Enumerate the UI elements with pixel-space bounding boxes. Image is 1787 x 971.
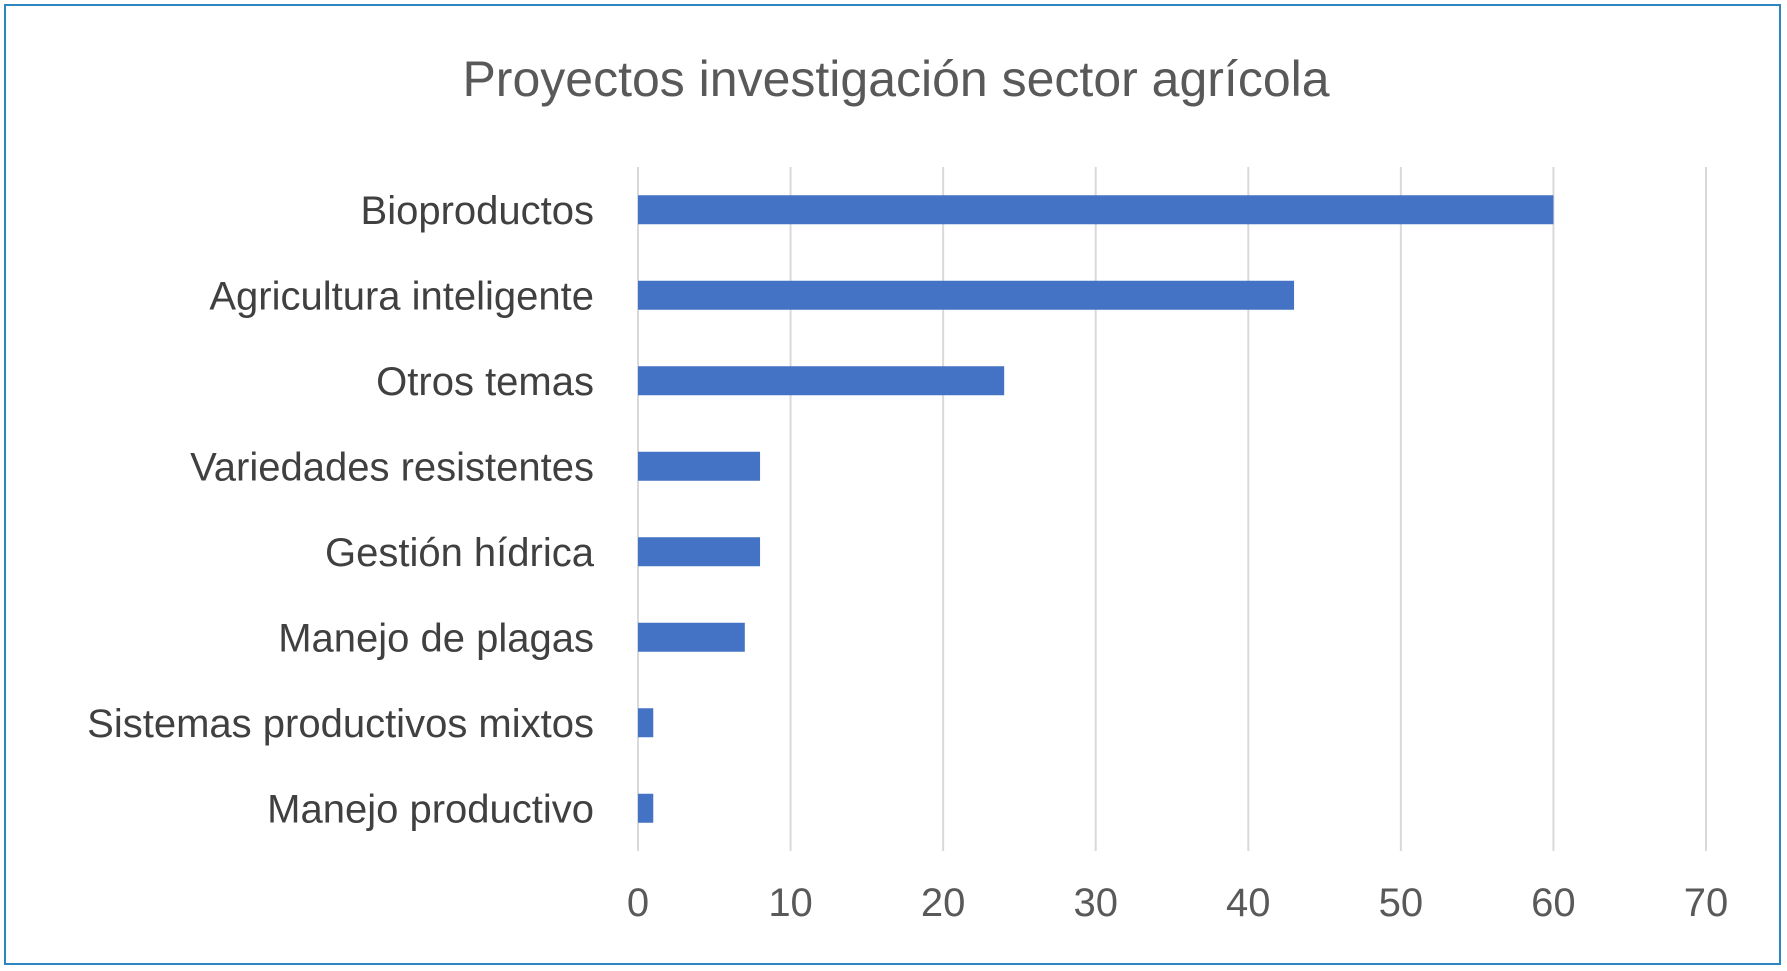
category-label: Bioproductos	[361, 189, 594, 233]
bar	[638, 793, 654, 823]
bars	[638, 195, 1554, 823]
bar	[638, 708, 654, 738]
x-tick-label: 20	[921, 881, 966, 925]
x-tick-label: 10	[768, 881, 813, 925]
bar	[638, 537, 761, 567]
bar	[638, 195, 1554, 225]
category-label: Variedades resistentes	[190, 445, 594, 489]
chart-title: Proyectos investigación sector agrícola	[462, 51, 1329, 107]
x-tick-label: 30	[1073, 881, 1118, 925]
category-label: Agricultura inteligente	[209, 274, 594, 318]
bar	[638, 622, 745, 652]
bar-chart: Proyectos investigación sector agrícola …	[87, 51, 1728, 925]
x-tick-label: 60	[1531, 881, 1576, 925]
x-axis-ticks: 0 10 20 30 40 50 60 70	[627, 881, 1728, 925]
category-labels: Bioproductos Agricultura inteligente Otros…	[87, 189, 595, 832]
category-label: Gestión hídrica	[325, 531, 595, 575]
bar	[638, 451, 761, 481]
category-label: Manejo productivo	[267, 787, 594, 831]
category-label: Otros temas	[376, 360, 594, 404]
x-tick-label: 70	[1684, 881, 1729, 925]
bar	[638, 280, 1295, 310]
x-tick-label: 50	[1379, 881, 1424, 925]
x-tick-label: 0	[627, 881, 649, 925]
gridlines	[637, 167, 1707, 851]
category-label: Sistemas productivos mixtos	[87, 702, 594, 746]
chart-frame: Proyectos investigación sector agrícola …	[4, 4, 1781, 965]
category-label: Manejo de plagas	[278, 616, 594, 660]
bar	[638, 366, 1005, 396]
x-tick-label: 40	[1226, 881, 1271, 925]
